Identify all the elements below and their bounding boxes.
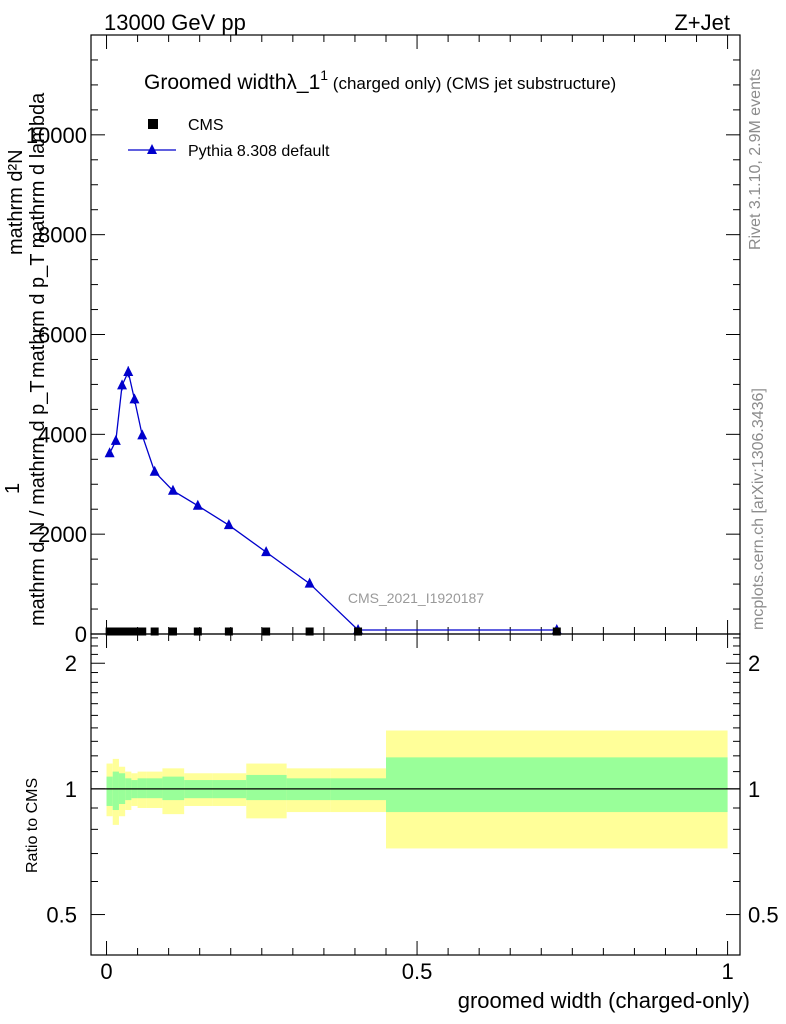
x-axis-label: groomed width (charged-only) bbox=[458, 988, 750, 1013]
cms-point bbox=[138, 627, 147, 636]
mc-point bbox=[223, 519, 234, 530]
x-tick-label: 0.5 bbox=[402, 959, 433, 984]
plot-title: Groomed widthλ_11 (charged only) (CMS je… bbox=[144, 67, 616, 94]
legend-cms-marker bbox=[148, 119, 158, 129]
mc-point bbox=[167, 484, 178, 495]
ylabel-fraction: mathrm d N / mathrm d p_T bbox=[27, 380, 49, 626]
title-sup: 1 bbox=[320, 67, 328, 83]
ylabel-one: 1 bbox=[2, 483, 24, 494]
mc-point bbox=[137, 429, 148, 440]
main-ytick-label: 10000 bbox=[26, 123, 87, 148]
x-tick-label: 0 bbox=[100, 959, 112, 984]
energy-label: 13000 GeV pp bbox=[104, 10, 246, 35]
process-label: Z+Jet bbox=[674, 10, 730, 35]
x-tick-label: 1 bbox=[721, 959, 733, 984]
mc-point bbox=[110, 434, 121, 445]
main-panel: 0 2000 4000 6000 8000 10000 CMS_2021_I1920187… bbox=[2, 34, 741, 647]
mc-point bbox=[123, 365, 134, 376]
mc-point bbox=[149, 465, 160, 476]
cms-point bbox=[105, 627, 114, 636]
ratio-ytick-label-right: 2 bbox=[748, 651, 760, 676]
ratio-stat-band bbox=[146, 778, 163, 799]
legend-mc-label: Pythia 8.308 default bbox=[188, 143, 330, 160]
title-rest: (charged only) (CMS jet substructure) bbox=[328, 74, 616, 93]
cms-point bbox=[130, 627, 139, 636]
ratio-ytick-label-left: 0.5 bbox=[46, 903, 77, 928]
cms-data-points bbox=[105, 627, 561, 636]
ratio-ytick-label-right: 1 bbox=[748, 777, 760, 802]
ratio-ytick-label-left: 1 bbox=[65, 777, 77, 802]
mc-point bbox=[261, 546, 272, 557]
rivet-label: Rivet 3.1.10, 2.9M events bbox=[747, 69, 764, 250]
ratio-stat-band bbox=[137, 778, 147, 799]
mc-point bbox=[104, 447, 115, 458]
cms-point bbox=[262, 627, 271, 636]
main-ylabel: mathrm d²N mathrm d p_T mathrm d lambda … bbox=[2, 92, 49, 626]
main-ytick-label: 0 bbox=[75, 622, 87, 647]
ratio-bands bbox=[91, 730, 740, 849]
mc-point bbox=[129, 393, 140, 404]
cms-point bbox=[150, 627, 159, 636]
main-ytick-label: 2000 bbox=[38, 522, 87, 547]
mc-point bbox=[117, 379, 128, 390]
mc-point bbox=[304, 577, 315, 588]
ratio-ticks: 0.5 0.5 1 1 2 2 0 0.5 1 bbox=[46, 634, 779, 984]
ratio-stat-band bbox=[246, 774, 287, 801]
legend: CMS Pythia 8.308 default bbox=[128, 117, 330, 160]
cms-point bbox=[118, 627, 127, 636]
mc-line bbox=[109, 369, 557, 631]
ratio-stat-band bbox=[106, 776, 113, 806]
main-ytick-label: 6000 bbox=[38, 323, 87, 348]
cms-point bbox=[111, 627, 120, 636]
cms-point bbox=[552, 627, 561, 636]
ratio-stat-band bbox=[112, 771, 119, 811]
ratio-ytick-label-right: 0.5 bbox=[748, 903, 779, 928]
ratio-frame bbox=[90, 633, 741, 956]
mc-curve bbox=[104, 365, 562, 635]
cms-point bbox=[124, 627, 133, 636]
cms-point bbox=[168, 627, 177, 636]
legend-cms-label: CMS bbox=[188, 117, 224, 134]
title-lambda: λ_1 bbox=[286, 71, 320, 94]
mcplots-label: mcplots.cern.ch [arXiv:1306.3436] bbox=[750, 388, 767, 630]
cms-point bbox=[193, 627, 202, 636]
cms-point bbox=[354, 627, 363, 636]
mc-point bbox=[192, 499, 203, 510]
legend-mc-marker bbox=[147, 144, 157, 154]
ratio-stat-band bbox=[386, 757, 728, 813]
ratio-panel: 0.5 0.5 1 1 2 2 0 0.5 1 Ratio to CMS groomed wid… bbox=[24, 633, 779, 1013]
cms-point bbox=[224, 627, 233, 636]
cms-point bbox=[305, 627, 314, 636]
ratio-ylabel: Ratio to CMS bbox=[24, 778, 41, 873]
main-ytick-label: 4000 bbox=[38, 422, 87, 447]
ylabel-numerator: mathrm d²N bbox=[5, 149, 27, 255]
ylabel-denominator: mathrm d p_T mathrm d lambda bbox=[27, 92, 49, 378]
title-main: Groomed width bbox=[144, 71, 286, 94]
main-ytick-label: 8000 bbox=[38, 223, 87, 248]
watermark: CMS_2021_I1920187 bbox=[348, 590, 484, 606]
main-ticks: 0 2000 4000 6000 8000 10000 bbox=[26, 35, 740, 647]
ratio-ytick-label-left: 2 bbox=[65, 651, 77, 676]
